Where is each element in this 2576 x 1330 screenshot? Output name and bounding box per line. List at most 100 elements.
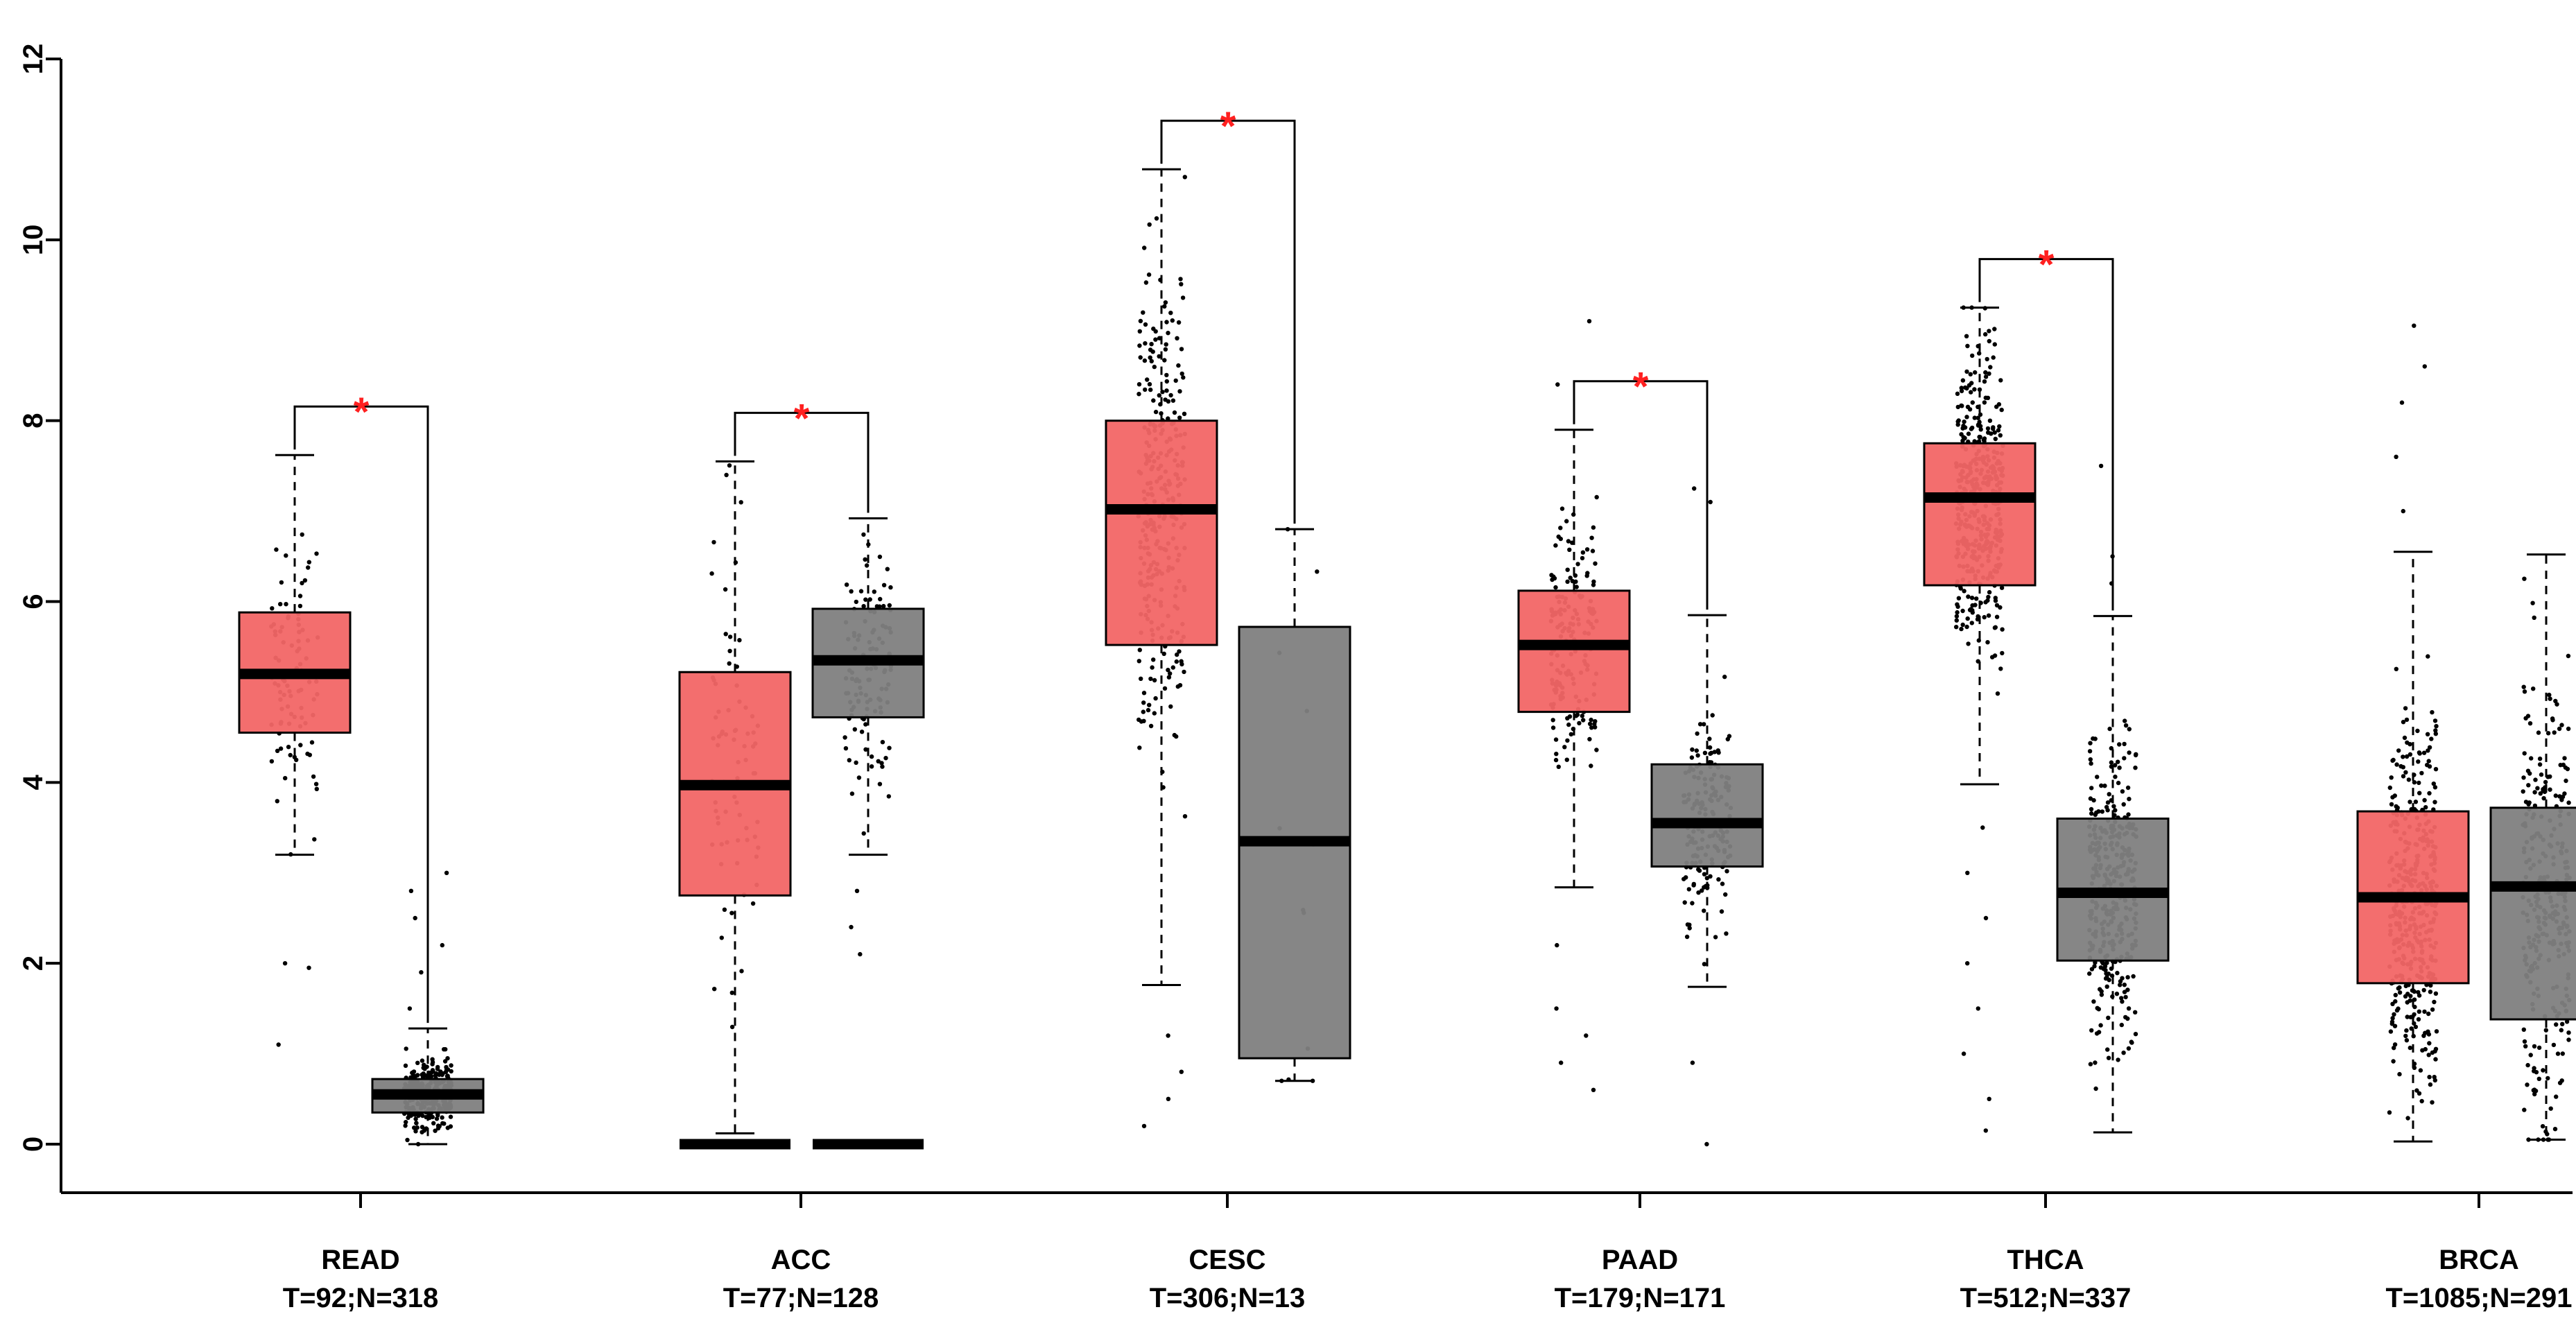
jitter-point	[2552, 1127, 2558, 1132]
jitter-point	[1581, 718, 1586, 723]
jitter-point	[2426, 1011, 2431, 1017]
jitter-point	[2088, 741, 2093, 745]
jitter-point	[1148, 355, 1152, 360]
jitter-point	[1955, 604, 1960, 610]
jitter-point	[2541, 796, 2546, 801]
jitter-point	[1587, 736, 1592, 742]
jitter-point	[854, 760, 858, 766]
jitter-point	[1553, 757, 1559, 763]
jitter-point	[1143, 280, 1149, 285]
jitter-point	[1954, 618, 1959, 623]
jitter-point	[2425, 763, 2430, 768]
jitter-point	[2521, 1027, 2526, 1033]
jitter-point	[1148, 387, 1153, 392]
jitter-point	[854, 599, 859, 605]
jitter-point	[878, 596, 883, 602]
jitter-point	[2122, 741, 2127, 747]
jitter-point	[2432, 785, 2438, 790]
jitter-point	[1136, 392, 1141, 397]
jitter-point	[2530, 601, 2535, 605]
jitter-point	[2419, 1098, 2424, 1104]
jitter-point	[428, 1073, 433, 1078]
jitter-point	[1562, 745, 1567, 750]
jitter-point	[880, 764, 885, 769]
jitter-point	[2434, 724, 2439, 729]
jitter-point	[861, 532, 866, 537]
jitter-point	[413, 1116, 418, 1121]
category-counts-label: T=179;N=171	[1555, 1283, 1726, 1313]
jitter-point	[729, 1024, 735, 1030]
jitter-point	[1959, 403, 1964, 408]
thca-significance-star: *	[2039, 243, 2055, 288]
jitter-point	[1973, 370, 1978, 375]
jitter-point	[413, 1074, 418, 1079]
jitter-point	[1153, 696, 1158, 701]
jitter-point	[2521, 789, 2525, 794]
jitter-point	[2421, 987, 2426, 993]
jitter-point	[2525, 1062, 2530, 1068]
jitter-point	[1960, 378, 1966, 383]
jitter-point	[888, 585, 893, 590]
jitter-point	[2564, 778, 2568, 784]
jitter-point	[1702, 872, 1707, 876]
jitter-point	[2089, 967, 2095, 971]
jitter-point	[1152, 711, 1157, 716]
jitter-point	[1697, 722, 1703, 727]
jitter-point	[1141, 700, 1146, 705]
jitter-point	[738, 500, 743, 505]
jitter-point	[863, 747, 868, 752]
jitter-point	[2404, 1038, 2410, 1043]
jitter-point	[2564, 1019, 2570, 1024]
jitter-point	[1315, 569, 1320, 574]
jitter-point	[1707, 736, 1712, 741]
jitter-point	[1707, 745, 1713, 750]
jitter-point	[306, 565, 311, 570]
jitter-point	[2404, 717, 2410, 723]
jitter-point	[440, 1121, 445, 1126]
jitter-point	[877, 604, 882, 609]
jitter-point	[283, 776, 288, 781]
jitter-point	[2099, 783, 2104, 788]
jitter-point	[1996, 428, 2001, 433]
jitter-point	[2523, 1044, 2528, 1049]
outlier-point	[1983, 1128, 1988, 1133]
jitter-point	[2393, 992, 2398, 998]
jitter-point	[2532, 790, 2537, 795]
jitter-point	[286, 745, 291, 750]
outlier-point	[1983, 915, 1989, 921]
jitter-point	[2408, 1045, 2412, 1051]
jitter-point	[1695, 731, 1700, 736]
jitter-point	[431, 1121, 436, 1126]
jitter-point	[2089, 806, 2094, 812]
jitter-point	[1712, 750, 1717, 754]
jitter-point	[2522, 751, 2527, 756]
jitter-point	[2408, 994, 2413, 999]
jitter-point	[864, 563, 870, 568]
jitter-point	[2403, 706, 2408, 711]
jitter-point	[2122, 756, 2127, 761]
jitter-point	[1566, 722, 1571, 727]
jitter-point	[2559, 797, 2564, 802]
jitter-point	[1694, 748, 1699, 753]
jitter-point	[1704, 876, 1709, 881]
jitter-point	[2433, 991, 2439, 996]
jitter-point	[2116, 780, 2121, 786]
jitter-point	[1966, 641, 1971, 646]
jitter-point	[1972, 415, 1977, 420]
jitter-point	[2119, 996, 2124, 1001]
jitter-point	[2553, 698, 2558, 704]
jitter-point	[269, 759, 275, 764]
jitter-point	[2405, 740, 2410, 745]
jitter-point	[2089, 811, 2094, 816]
jitter-point	[1974, 596, 1979, 601]
jitter-point	[2414, 1088, 2419, 1093]
jitter-point	[1710, 713, 1715, 718]
outlier-point	[1587, 319, 1592, 324]
jitter-point	[2092, 964, 2097, 969]
jitter-point	[1137, 745, 1142, 750]
jitter-point	[312, 837, 317, 842]
jitter-point	[445, 1056, 450, 1061]
jitter-point	[1177, 683, 1183, 688]
jitter-point	[1143, 341, 1148, 346]
jitter-point	[1589, 535, 1594, 540]
